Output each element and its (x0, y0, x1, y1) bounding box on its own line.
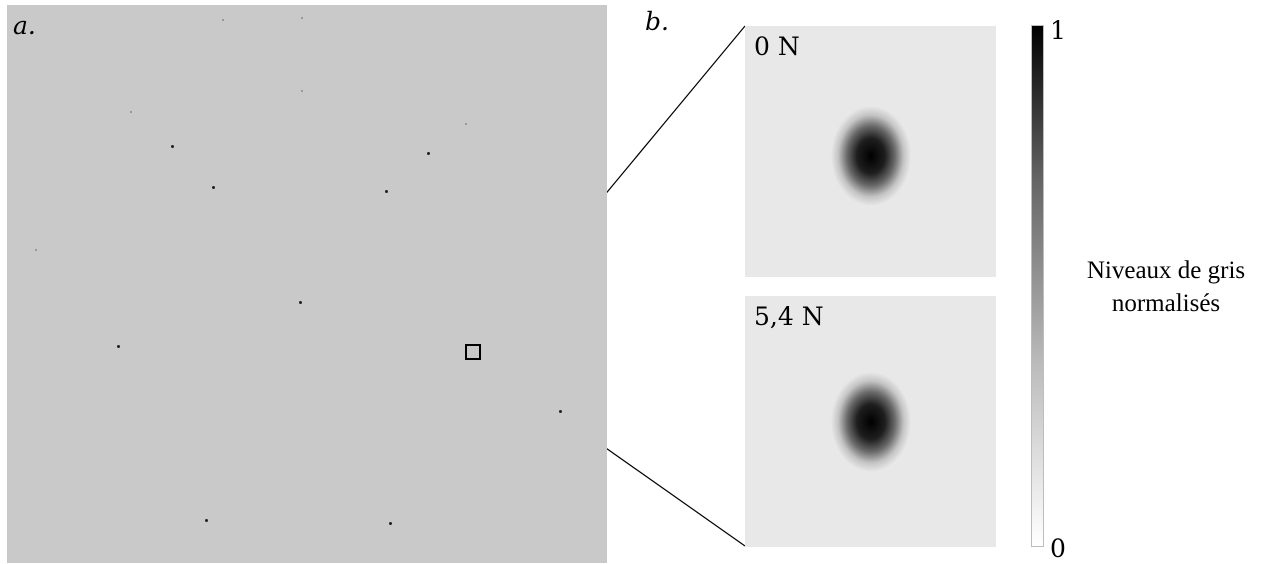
speckle-zoom-5-4N (831, 372, 911, 472)
speckle-dot (385, 190, 388, 193)
colorbar-min-label: 0 (1050, 534, 1066, 563)
zoom-region-box (465, 344, 481, 360)
colorbar-title-line2: normalisés (1111, 290, 1221, 317)
inset-5-4N-label: 5,4 N (754, 302, 824, 331)
speckle-dot (427, 152, 430, 155)
inset-0N-label: 0 N (754, 32, 800, 61)
speckle-dot (171, 145, 174, 148)
panel-a-label: a. (13, 11, 36, 40)
colorbar-title: Niveaux de gris normalisés (1056, 254, 1276, 320)
speckle-dot (35, 249, 37, 251)
panel-b-label: b. (645, 7, 669, 36)
speckle-dot (301, 90, 303, 92)
speckle-dot (389, 522, 392, 525)
colorbar-title-line1: Niveaux de gris (1086, 257, 1246, 284)
speckle-dot (212, 186, 215, 189)
speckle-dot (222, 19, 224, 21)
inset-5-4N: 5,4 N (745, 296, 996, 547)
speckle-dot (117, 345, 120, 348)
speckle-dot (465, 123, 467, 125)
speckle-dot (299, 301, 302, 304)
speckle-dot (205, 519, 208, 522)
speckle-dot (130, 111, 132, 113)
inset-0N: 0 N (745, 26, 996, 277)
speckle-dot (301, 17, 303, 19)
speckle-dot (559, 410, 562, 413)
speckle-field-image (7, 5, 607, 563)
speckle-zoom-0N (831, 106, 911, 206)
colorbar-max-label: 1 (1050, 16, 1066, 45)
colorbar (1031, 25, 1044, 547)
